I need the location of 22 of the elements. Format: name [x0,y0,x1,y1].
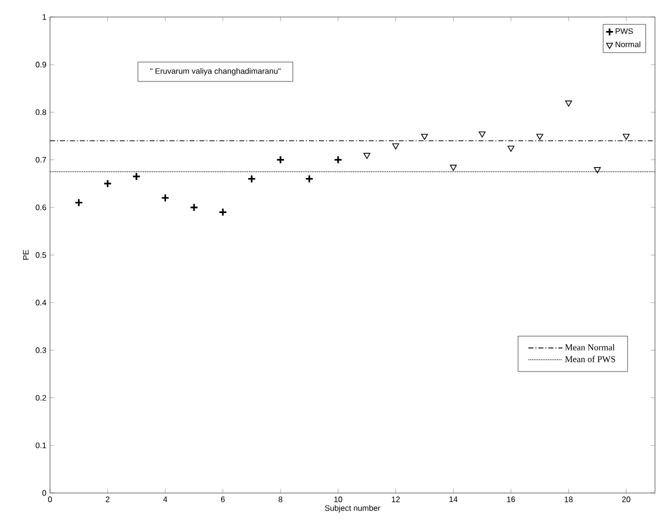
point [103,179,112,188]
point [305,174,314,184]
point [160,194,170,202]
point [508,146,514,152]
legend-label: Mean Normal [565,344,615,350]
point [421,134,428,140]
point [132,172,141,181]
point [218,208,228,216]
point [536,134,544,140]
point [450,164,457,171]
point [392,143,400,150]
legend-label: Mean of PWS [565,356,616,362]
point [594,167,601,174]
point [622,134,630,140]
point [478,131,486,138]
point [190,203,198,212]
point [276,156,285,164]
point [363,152,370,159]
point [565,100,572,107]
point [74,198,84,207]
point [334,156,342,164]
point [247,174,256,184]
